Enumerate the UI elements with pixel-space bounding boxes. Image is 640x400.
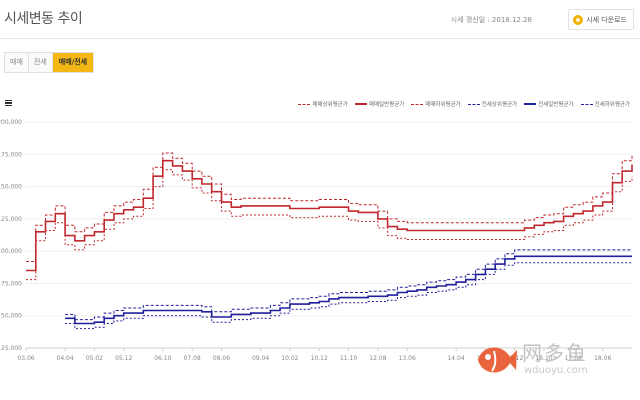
x-tick-label: 16.10 <box>535 355 552 362</box>
series-line-5 <box>65 262 632 330</box>
legend-label: 매매일반평균가 <box>368 102 405 108</box>
x-tick-label: 05.12 <box>115 355 132 362</box>
legend-label: 매매하위평균가 <box>425 102 461 108</box>
series-line-3 <box>65 249 632 321</box>
legend-swatch <box>298 103 311 105</box>
x-tick-label: 06.10 <box>154 355 171 362</box>
x-tick-label: 09.04 <box>252 355 269 362</box>
x-tick-label: 12.08 <box>369 355 386 362</box>
update-date-label: 시세 갱신일 : 2018.12.28 <box>450 16 532 24</box>
download-price-label: 시세 다운로드 <box>586 15 627 24</box>
legend-label: 매매상위평균가 <box>312 102 348 108</box>
x-tick-label: 11.10 <box>340 355 357 362</box>
price-trend-chart: 200,000 175,000 150,000 125,000 100,000 75,00… <box>0 119 633 362</box>
y-tick-label: 75,000 <box>1 280 22 287</box>
y-tick-label: 150,000 <box>0 184 22 191</box>
x-tick-label: 03.06 <box>17 355 34 362</box>
legend-swatch <box>354 103 367 105</box>
series-line-0 <box>26 152 633 262</box>
y-tick-label: 100,000 <box>0 248 22 255</box>
legend-swatch <box>411 103 424 105</box>
header-divider <box>0 38 640 39</box>
legend-item-5[interactable]: 전세하위평균가 <box>580 100 630 108</box>
fish-logo-icon <box>478 347 517 373</box>
legend-label: 전세하위평균가 <box>594 102 630 108</box>
series-line-4 <box>65 255 632 325</box>
legend-item-4[interactable]: 전세일반평균가 <box>524 100 574 108</box>
y-tick-label: 50,000 <box>1 313 22 320</box>
x-tick-label: 10.12 <box>311 355 328 362</box>
legend-item-3[interactable]: 전세상위평균가 <box>467 100 518 108</box>
x-tick-label: 08.06 <box>213 355 230 362</box>
legend-swatch <box>467 103 480 105</box>
legend-label: 전세상위평균가 <box>481 102 518 108</box>
legend-item-0[interactable]: 매매상위평균가 <box>298 100 348 108</box>
tab-jeonse[interactable]: 전세 <box>28 53 53 72</box>
legend-swatch <box>580 103 593 105</box>
y-tick-label: 175,000 <box>0 151 22 158</box>
x-tick-label: 07.08 <box>184 355 201 362</box>
legend-item-2[interactable]: 매매하위평균가 <box>411 100 461 108</box>
transaction-type-tabs: 매매 전세 매매/전세 <box>4 52 95 73</box>
legend-swatch <box>524 103 537 105</box>
watermark-logo: 网多鱼 wduoyu.com <box>470 335 610 385</box>
watermark-name: 网多鱼 <box>522 341 588 365</box>
legend-item-1[interactable]: 매매일반평균가 <box>354 100 405 108</box>
y-tick-label: 200,000 <box>0 119 22 126</box>
tab-sale[interactable]: 매매 <box>5 53 29 72</box>
download-price-button[interactable]: 시세 다운로드 <box>568 9 634 30</box>
x-tick-label: 13.06 <box>399 355 416 362</box>
y-tick-label: 125,000 <box>0 216 22 223</box>
y-tick-label: 25,000 <box>1 345 22 352</box>
tab-sale-jeonse[interactable]: 매매/전세 <box>52 53 94 72</box>
watermark-url: wduoyu.com <box>524 365 588 376</box>
x-tick-label: 04.04 <box>57 355 74 362</box>
x-tick-label: 17.08 <box>565 355 582 362</box>
coin-icon <box>573 14 584 25</box>
x-tick-label: 10.02 <box>281 355 298 362</box>
x-tick-label: 18.06 <box>594 355 611 362</box>
chart-menu-icon[interactable] <box>5 100 12 106</box>
x-tick-label: 05.02 <box>86 355 103 362</box>
chart-legend: 매매상위평균가 매매일반평균가 매매하위평균가 전세상위평균가 전세일반평균가 전세하위평… <box>291 100 630 108</box>
x-tick-label: 14.04 <box>447 355 464 362</box>
page-title: 시세변동 추이 <box>4 11 83 27</box>
series-line-1 <box>26 159 633 272</box>
legend-label: 전세일반평균가 <box>538 102 574 108</box>
